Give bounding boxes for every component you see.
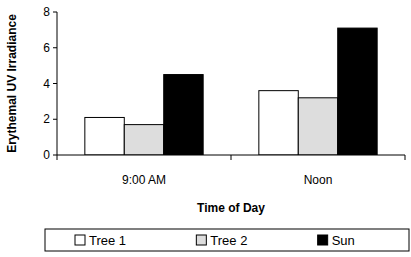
bar: [298, 98, 337, 155]
legend-swatch: [318, 235, 328, 245]
y-tick-label: 2: [43, 112, 50, 126]
y-axis-title: Erythemal UV Irradiance: [5, 14, 19, 153]
y-tick: [53, 83, 57, 84]
bar: [85, 117, 124, 155]
y-tick-label: 4: [43, 77, 50, 91]
legend-box: [45, 229, 409, 251]
x-axis-title: Time of Day: [197, 201, 265, 215]
x-tick: [405, 155, 406, 160]
y-tick: [53, 47, 57, 48]
y-tick: [53, 12, 57, 13]
axes: 0 2 4 6 8 9:00 AM Noon: [43, 5, 405, 187]
legend: Tree 1 Tree 2 Sun: [45, 229, 409, 251]
bar: [338, 28, 377, 155]
bars: [85, 28, 377, 155]
x-tick-label: Noon: [304, 173, 333, 187]
y-tick: [53, 155, 57, 156]
chart: 0 2 4 6 8 9:00 AM Noon Time of Day Erythemal UV …: [0, 0, 411, 257]
bar: [259, 91, 298, 155]
legend-label: Tree 2: [210, 233, 247, 248]
legend-label: Sun: [332, 233, 355, 248]
x-tick-label: 9:00 AM: [122, 173, 166, 187]
legend-label: Tree 1: [89, 233, 126, 248]
bar: [164, 75, 203, 155]
bar: [124, 125, 163, 155]
y-tick-label: 6: [43, 41, 50, 55]
legend-swatch: [196, 235, 206, 245]
x-tick: [57, 155, 58, 160]
legend-swatch: [75, 235, 85, 245]
x-tick: [231, 155, 232, 160]
y-tick: [53, 119, 57, 120]
y-tick-label: 8: [43, 5, 50, 19]
y-tick-label: 0: [43, 148, 50, 162]
